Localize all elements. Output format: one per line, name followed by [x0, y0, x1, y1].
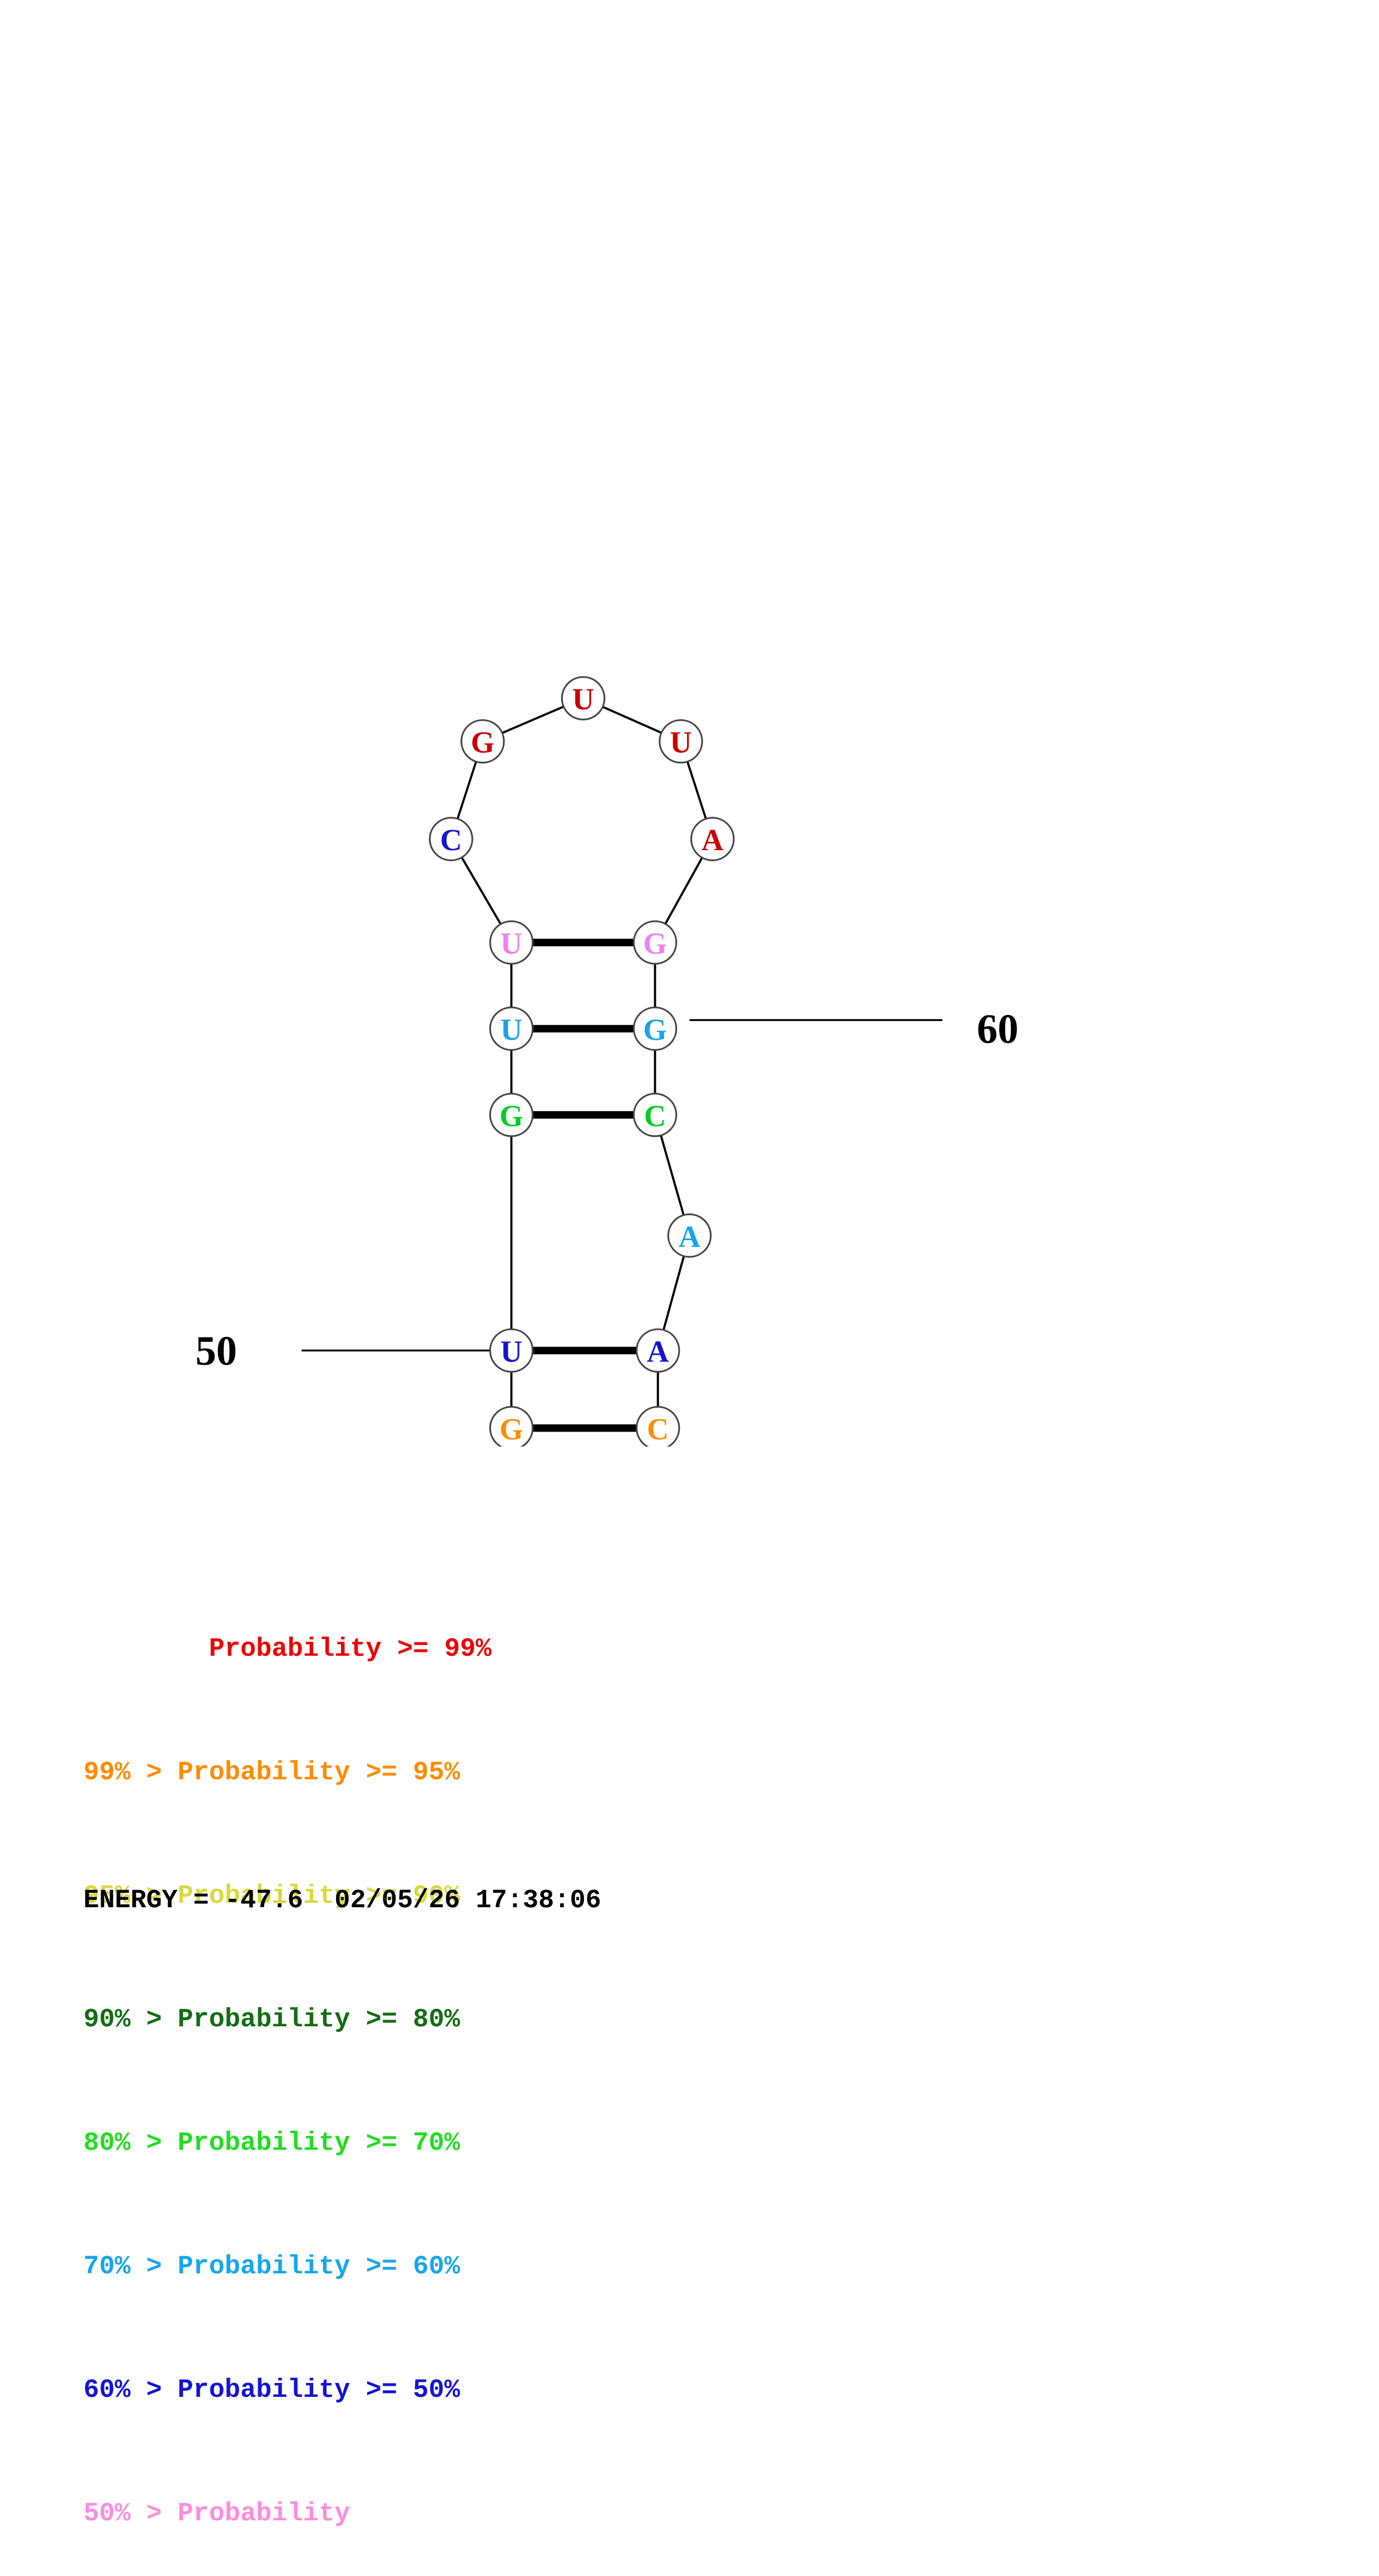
backbone-segment [664, 857, 703, 924]
base-circle [667, 1213, 712, 1258]
legend-row: 50% > Probability [83, 2499, 350, 2529]
legend-row: 60% > Probability >= 50% [83, 2376, 460, 2405]
base-circles: UGAACAUCCAGGUCUGGGGCAUGAACCUGGCAUACAAUGU… [429, 676, 735, 1447]
base-letter: C [644, 1099, 666, 1133]
base-circle [690, 817, 735, 861]
base-node: G [632, 920, 678, 965]
base-node: C [632, 1093, 678, 1137]
base-circle [632, 1093, 678, 1137]
base-circle [632, 1006, 678, 1051]
base-letter: U [501, 1013, 523, 1047]
base-circle [460, 719, 505, 764]
base-node: G [460, 719, 505, 764]
base-node: U [489, 1328, 534, 1373]
base-letter: C [440, 823, 462, 857]
backbone-segment [461, 857, 502, 925]
base-circle [489, 1006, 534, 1051]
base-circle [489, 1328, 534, 1373]
base-letter: U [670, 726, 692, 759]
base-letter: G [500, 1099, 523, 1133]
base-letter: G [471, 726, 495, 759]
backbone-segment [602, 706, 661, 734]
base-node: A [635, 1328, 680, 1373]
base-node: G [489, 1093, 534, 1137]
base-circle [489, 1406, 534, 1447]
position-number-labels: 605040703080209010100110 [195, 1006, 1019, 1374]
legend-row: 90% > Probability >= 80% [83, 2005, 460, 2035]
position-label: 60 [977, 1006, 1019, 1053]
base-circle [561, 676, 606, 721]
base-letter: G [643, 1013, 667, 1047]
base-circle [635, 1406, 680, 1447]
base-node: C [429, 817, 473, 861]
base-letter: G [643, 926, 667, 960]
rna-structure-diagram: UGAACAUCCAGGUCUGGGGCAUGAACCUGGCAUACAAUGU… [195, 676, 1019, 1447]
base-node: C [635, 1406, 680, 1447]
legend-row: 80% > Probability >= 70% [83, 2129, 460, 2158]
base-circle [632, 920, 678, 965]
base-letter: A [647, 1334, 669, 1368]
base-node: U [561, 676, 606, 721]
base-node: U [489, 920, 534, 965]
base-circle [635, 1328, 680, 1373]
backbone-segment [457, 762, 477, 819]
base-letter: U [501, 926, 523, 960]
base-letter: U [501, 1334, 523, 1368]
base-node: G [489, 1406, 534, 1447]
base-letter: A [701, 823, 724, 857]
base-circle [489, 920, 534, 965]
energy-timestamp-line: ENERGY = -47.6 02/05/26 17:38:06 [83, 1886, 601, 1916]
backbone-segment [502, 705, 564, 734]
legend-row: 70% > Probability >= 60% [83, 2252, 460, 2282]
legend-row: Probability >= 99% [83, 1635, 492, 1664]
base-node: A [690, 817, 735, 861]
position-leader-lines [301, 1019, 942, 1352]
base-node: G [632, 1006, 678, 1051]
legend-row: 95% > Probability >= 90% [83, 1882, 460, 1911]
legend-row: 99% > Probability >= 95% [83, 1758, 460, 1788]
base-node: U [489, 1006, 534, 1051]
base-letter: U [572, 682, 595, 716]
base-pair-bonds [533, 939, 636, 1432]
base-circle [659, 719, 703, 764]
probability-legend: Probability >= 99% 99% > Probability >= … [83, 1547, 491, 2576]
base-node: U [659, 719, 703, 764]
base-circle [489, 1093, 534, 1137]
backbone-segment [663, 1256, 685, 1330]
base-letter: G [500, 1412, 523, 1446]
base-node: A [667, 1213, 712, 1258]
base-letter: C [647, 1412, 669, 1446]
backbone-segment [660, 1136, 685, 1215]
base-letter: A [679, 1220, 701, 1254]
backbone-lines [457, 705, 707, 1407]
position-label: 50 [195, 1328, 237, 1374]
base-circle [429, 817, 473, 861]
backbone-segment [686, 762, 707, 819]
